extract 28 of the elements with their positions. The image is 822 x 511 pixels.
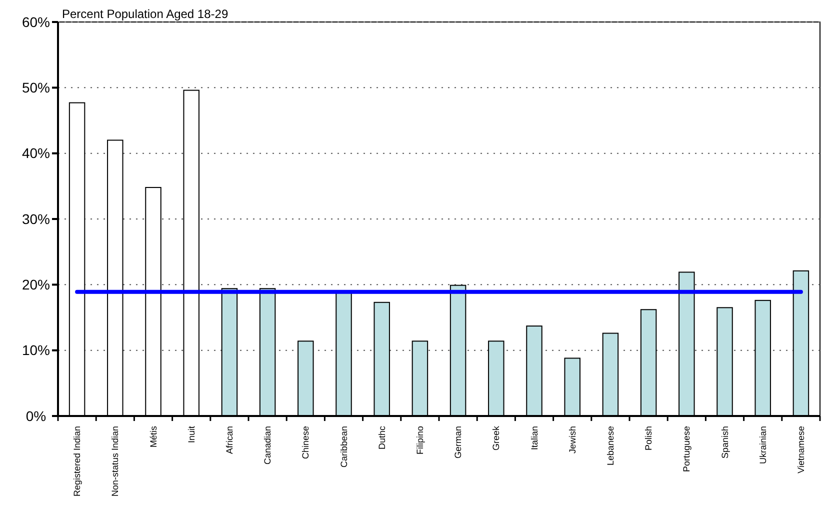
x-tick-label: Chinese [300, 426, 311, 460]
chart-title: Percent Population Aged 18-29 [62, 7, 228, 21]
x-tick-label: Canadian [262, 426, 273, 465]
x-tick-label: Polish [644, 426, 654, 451]
x-tick-label: Métis [148, 426, 158, 448]
x-tick-label: Non-status Indian [110, 426, 120, 497]
x-tick-label: Duthc [376, 426, 387, 450]
x-tick-label: Italian [529, 426, 540, 450]
x-tick-label: Ukrainian [758, 426, 768, 464]
x-tick-label: Spanish [720, 426, 730, 459]
x-tick-label: Greek [491, 426, 502, 451]
x-tick-label: Portuguese [682, 426, 692, 472]
x-tick-label: German [453, 426, 464, 459]
x-tick-label: Lebanese [605, 426, 616, 466]
x-tick-label: Inuit [186, 426, 196, 444]
x-tick-label: Jewish [567, 426, 578, 454]
x-tick-label: Filipino [414, 426, 425, 455]
y-tick-label: 50% [22, 80, 50, 96]
y-tick-label: 20% [22, 276, 50, 293]
y-tick-label: 40% [22, 145, 50, 162]
y-tick-label: 0% [26, 408, 46, 424]
y-tick-label: 60% [22, 14, 50, 30]
x-tick-label: Caribbean [338, 426, 349, 468]
x-tick-label: Vietnamese [796, 426, 806, 474]
y-tick-label: 30% [22, 210, 50, 227]
x-tick-label: Registered Indian [72, 426, 82, 497]
y-tick-label: 10% [22, 342, 50, 358]
x-tick-label: African [224, 426, 234, 454]
